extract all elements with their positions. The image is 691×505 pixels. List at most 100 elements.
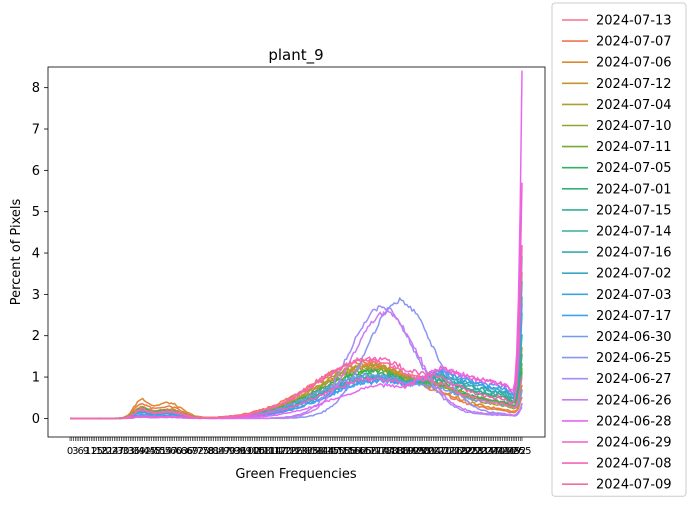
x-tick-label: 3: [72, 446, 78, 457]
legend-entry-label: 2024-07-15: [596, 203, 672, 218]
x-tick-label: 63: [175, 446, 188, 457]
x-tick-label: 87: [218, 446, 231, 457]
series-line-2024-07-08: [70, 245, 523, 420]
x-tick-label: 186: [390, 446, 409, 457]
x-axis: 0369121518212427303336394245485154576063…: [67, 437, 532, 457]
x-tick-label: 216: [443, 446, 462, 457]
legend-entry-label: 2024-07-04: [596, 98, 672, 113]
x-axis-label: Green Frequencies: [235, 467, 357, 482]
x-tick-label: 69: [186, 446, 199, 457]
x-tick-label: 237: [481, 446, 500, 457]
x-tick-label: 165: [353, 446, 372, 457]
x-tick-label: 93: [228, 446, 241, 457]
x-tick-label: 219: [449, 446, 468, 457]
series-line-2024-07-17: [70, 303, 523, 420]
x-tick-label: 144: [316, 446, 335, 457]
legend-entry-label: 2024-06-27: [596, 372, 672, 387]
x-tick-label: 177: [374, 446, 393, 457]
x-tick-label: 240: [486, 446, 505, 457]
legend-entry-label: 2024-07-01: [596, 182, 672, 197]
x-tick-label: 210: [433, 446, 452, 457]
x-tick-label: 192: [401, 446, 420, 457]
plot-area-frame: [47, 66, 546, 438]
x-tick-label: 231: [470, 446, 489, 457]
x-tick-label: 39: [133, 446, 146, 457]
x-tick-label: 24: [106, 446, 119, 457]
x-tick-label: 108: [252, 446, 271, 457]
x-tick-label: 234: [475, 446, 494, 457]
x-tick-label: 246: [497, 446, 516, 457]
legend-entry-label: 2024-07-17: [596, 309, 672, 324]
y-tick-label: 6: [32, 164, 40, 179]
x-tick-label: 255: [512, 446, 531, 457]
x-tick-label: 0: [67, 446, 73, 457]
x-tick-label: 99: [239, 446, 252, 457]
y-axis-label: Percent of Pixels: [9, 199, 24, 306]
legend-entry-label: 2024-07-05: [596, 161, 672, 176]
x-tick-label: 57: [165, 446, 178, 457]
legend-entry-label: 2024-07-08: [596, 457, 672, 472]
x-tick-label: 51: [154, 446, 167, 457]
series-line-2024-06-28: [70, 70, 523, 420]
x-tick-label: 201: [417, 446, 436, 457]
x-tick-label: 27: [111, 446, 124, 457]
x-tick-label: 90: [223, 446, 236, 457]
x-tick-label: 66: [181, 446, 194, 457]
x-tick-label: 96: [234, 446, 247, 457]
x-tick-label: 117: [268, 446, 287, 457]
x-tick-label: 6: [77, 446, 83, 457]
y-tick-label: 3: [32, 288, 40, 303]
series-line-2024-07-09: [70, 357, 523, 420]
y-tick-label: 2: [32, 329, 40, 344]
x-tick-label: 54: [159, 446, 172, 457]
x-tick-label: 183: [385, 446, 404, 457]
y-axis: 0 1 2 3 4 5 6 7 8: [32, 81, 48, 427]
x-tick-label: 138: [305, 446, 324, 457]
y-tick-label: 4: [32, 247, 40, 262]
x-tick-label: 114: [263, 446, 282, 457]
x-tick-label: 78: [202, 446, 215, 457]
x-tick-label: 213: [438, 446, 457, 457]
x-tick-label: 153: [332, 446, 351, 457]
x-tick-label: 18: [96, 446, 109, 457]
legend-entry-label: 2024-06-25: [596, 351, 672, 366]
x-tick-label: 174: [369, 446, 388, 457]
legend-entry-label: 2024-07-16: [596, 246, 672, 261]
x-tick-label: 228: [465, 446, 484, 457]
legend-entry-label: 2024-07-09: [596, 478, 672, 493]
x-tick-label: 9: [83, 446, 89, 457]
x-tick-label: 60: [170, 446, 183, 457]
x-tick-label: 225: [459, 446, 478, 457]
x-tick-label: 171: [364, 446, 383, 457]
series-line-2024-06-29: [70, 182, 523, 420]
x-tick-label: 21: [101, 446, 114, 457]
x-tick-label: 249: [502, 446, 521, 457]
legend-entry-label: 2024-07-12: [596, 77, 672, 92]
legend-entry-label: 2024-06-26: [596, 393, 672, 408]
x-tick-label: 111: [257, 446, 276, 457]
x-tick-label: 15: [90, 446, 103, 457]
x-tick-label: 42: [138, 446, 151, 457]
legend-entry-label: 2024-07-11: [596, 140, 672, 155]
x-tick-label: 33: [122, 446, 135, 457]
x-tick-label: 189: [395, 446, 414, 457]
x-tick-label: 159: [342, 446, 361, 457]
legend-box: [551, 2, 687, 497]
x-tick-label: 48: [149, 446, 162, 457]
x-tick-label: 135: [300, 446, 319, 457]
legend-entry-label: 2024-06-30: [596, 330, 672, 345]
x-tick-label: 207: [427, 446, 446, 457]
legend-entry-label: 2024-07-03: [596, 288, 672, 303]
x-tick-label: 222: [454, 446, 473, 457]
y-tick-label: 7: [32, 123, 40, 138]
x-tick-label: 102: [241, 446, 260, 457]
x-tick-label: 162: [348, 446, 367, 457]
y-tick-label: 1: [32, 371, 40, 386]
legend-entry-label: 2024-07-02: [596, 267, 672, 282]
x-tick-label: 45: [143, 446, 156, 457]
x-tick-label: 75: [197, 446, 210, 457]
legend-entry-label: 2024-07-13: [596, 14, 672, 29]
x-tick-label: 147: [321, 446, 340, 457]
x-tick-label: 81: [207, 446, 220, 457]
